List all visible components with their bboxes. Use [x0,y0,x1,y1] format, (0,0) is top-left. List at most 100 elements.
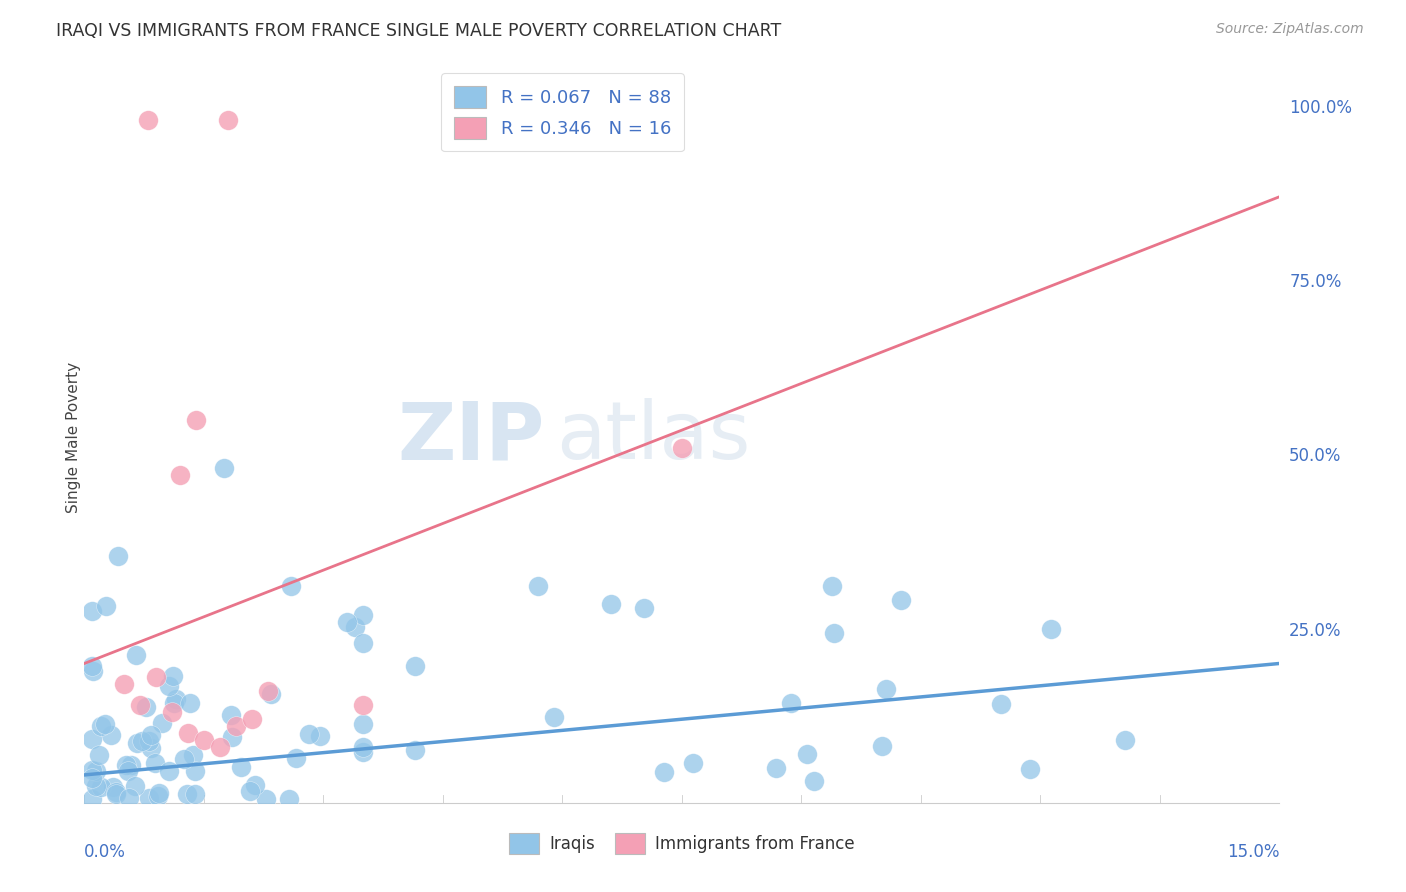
Point [82,664,104,678]
Point [526,579,548,593]
Point [352,745,374,759]
Point [352,739,374,754]
Point [1019,762,1042,776]
Point [120,757,142,772]
Point [101,780,124,794]
Legend: Iraqis, Immigrants from France: Iraqis, Immigrants from France [502,827,862,860]
Point [169,468,191,483]
Point [352,716,374,731]
Point [652,765,675,780]
Point [352,608,374,623]
Text: ZIP: ZIP [398,398,544,476]
Point [352,635,374,649]
Point [682,756,704,771]
Text: 0.0%: 0.0% [84,843,127,861]
Point [779,696,801,710]
Point [823,626,845,640]
Point [803,774,825,789]
Point [254,792,277,806]
Point [344,620,367,634]
Point [298,726,321,740]
Point [82,792,104,806]
Point [96,599,118,613]
Point [870,739,893,754]
Point [114,757,136,772]
Point [104,787,127,801]
Point [82,658,104,673]
Point [90,719,112,733]
Point [239,783,262,797]
Point [225,719,247,733]
Point [125,648,148,662]
Point [256,684,278,698]
Point [1114,733,1136,747]
Point [105,785,128,799]
Y-axis label: Single Male Poverty: Single Male Poverty [66,361,80,513]
Point [143,756,166,771]
Point [136,113,159,128]
Point [82,604,104,618]
Point [173,752,195,766]
Point [87,748,110,763]
Point [260,687,283,701]
Text: atlas: atlas [557,398,751,476]
Point [221,730,243,744]
Point [352,698,374,713]
Point [231,760,253,774]
Point [633,601,655,615]
Point [84,779,107,793]
Point [160,705,183,719]
Point [112,677,135,691]
Point [131,734,153,748]
Text: IRAQI VS IMMIGRANTS FROM FRANCE SINGLE MALE POVERTY CORRELATION CHART: IRAQI VS IMMIGRANTS FROM FRANCE SINGLE M… [56,22,782,40]
Point [1040,622,1063,636]
Point [82,763,104,777]
Point [821,579,844,593]
Point [118,791,141,805]
Point [240,712,263,726]
Point [163,696,186,710]
Point [243,778,266,792]
Point [141,740,163,755]
Point [148,789,170,803]
Point [157,764,180,779]
Point [135,700,157,714]
Point [138,790,160,805]
Point [165,692,187,706]
Text: 15.0%: 15.0% [1227,843,1279,861]
Point [82,732,104,747]
Point [107,549,129,564]
Point [124,780,146,794]
Point [181,747,204,762]
Point [796,747,818,761]
Point [152,715,174,730]
Point [889,593,911,607]
Point [90,780,112,795]
Point [193,733,215,747]
Point [990,697,1012,711]
Point [100,728,122,742]
Point [145,670,167,684]
Point [309,729,332,743]
Point [138,733,160,747]
Point [543,710,565,724]
Point [599,597,621,611]
Point [184,764,207,778]
Point [214,461,236,475]
Point [219,708,242,723]
Point [671,441,693,455]
Point [148,786,170,800]
Point [94,716,117,731]
Point [176,787,198,801]
Point [157,679,180,693]
Point [336,615,359,630]
Point [284,751,307,765]
Point [125,736,148,750]
Point [217,113,239,128]
Point [177,726,200,740]
Text: Source: ZipAtlas.com: Source: ZipAtlas.com [1216,22,1364,37]
Point [765,761,787,775]
Point [278,792,301,806]
Point [117,764,139,779]
Point [129,698,152,713]
